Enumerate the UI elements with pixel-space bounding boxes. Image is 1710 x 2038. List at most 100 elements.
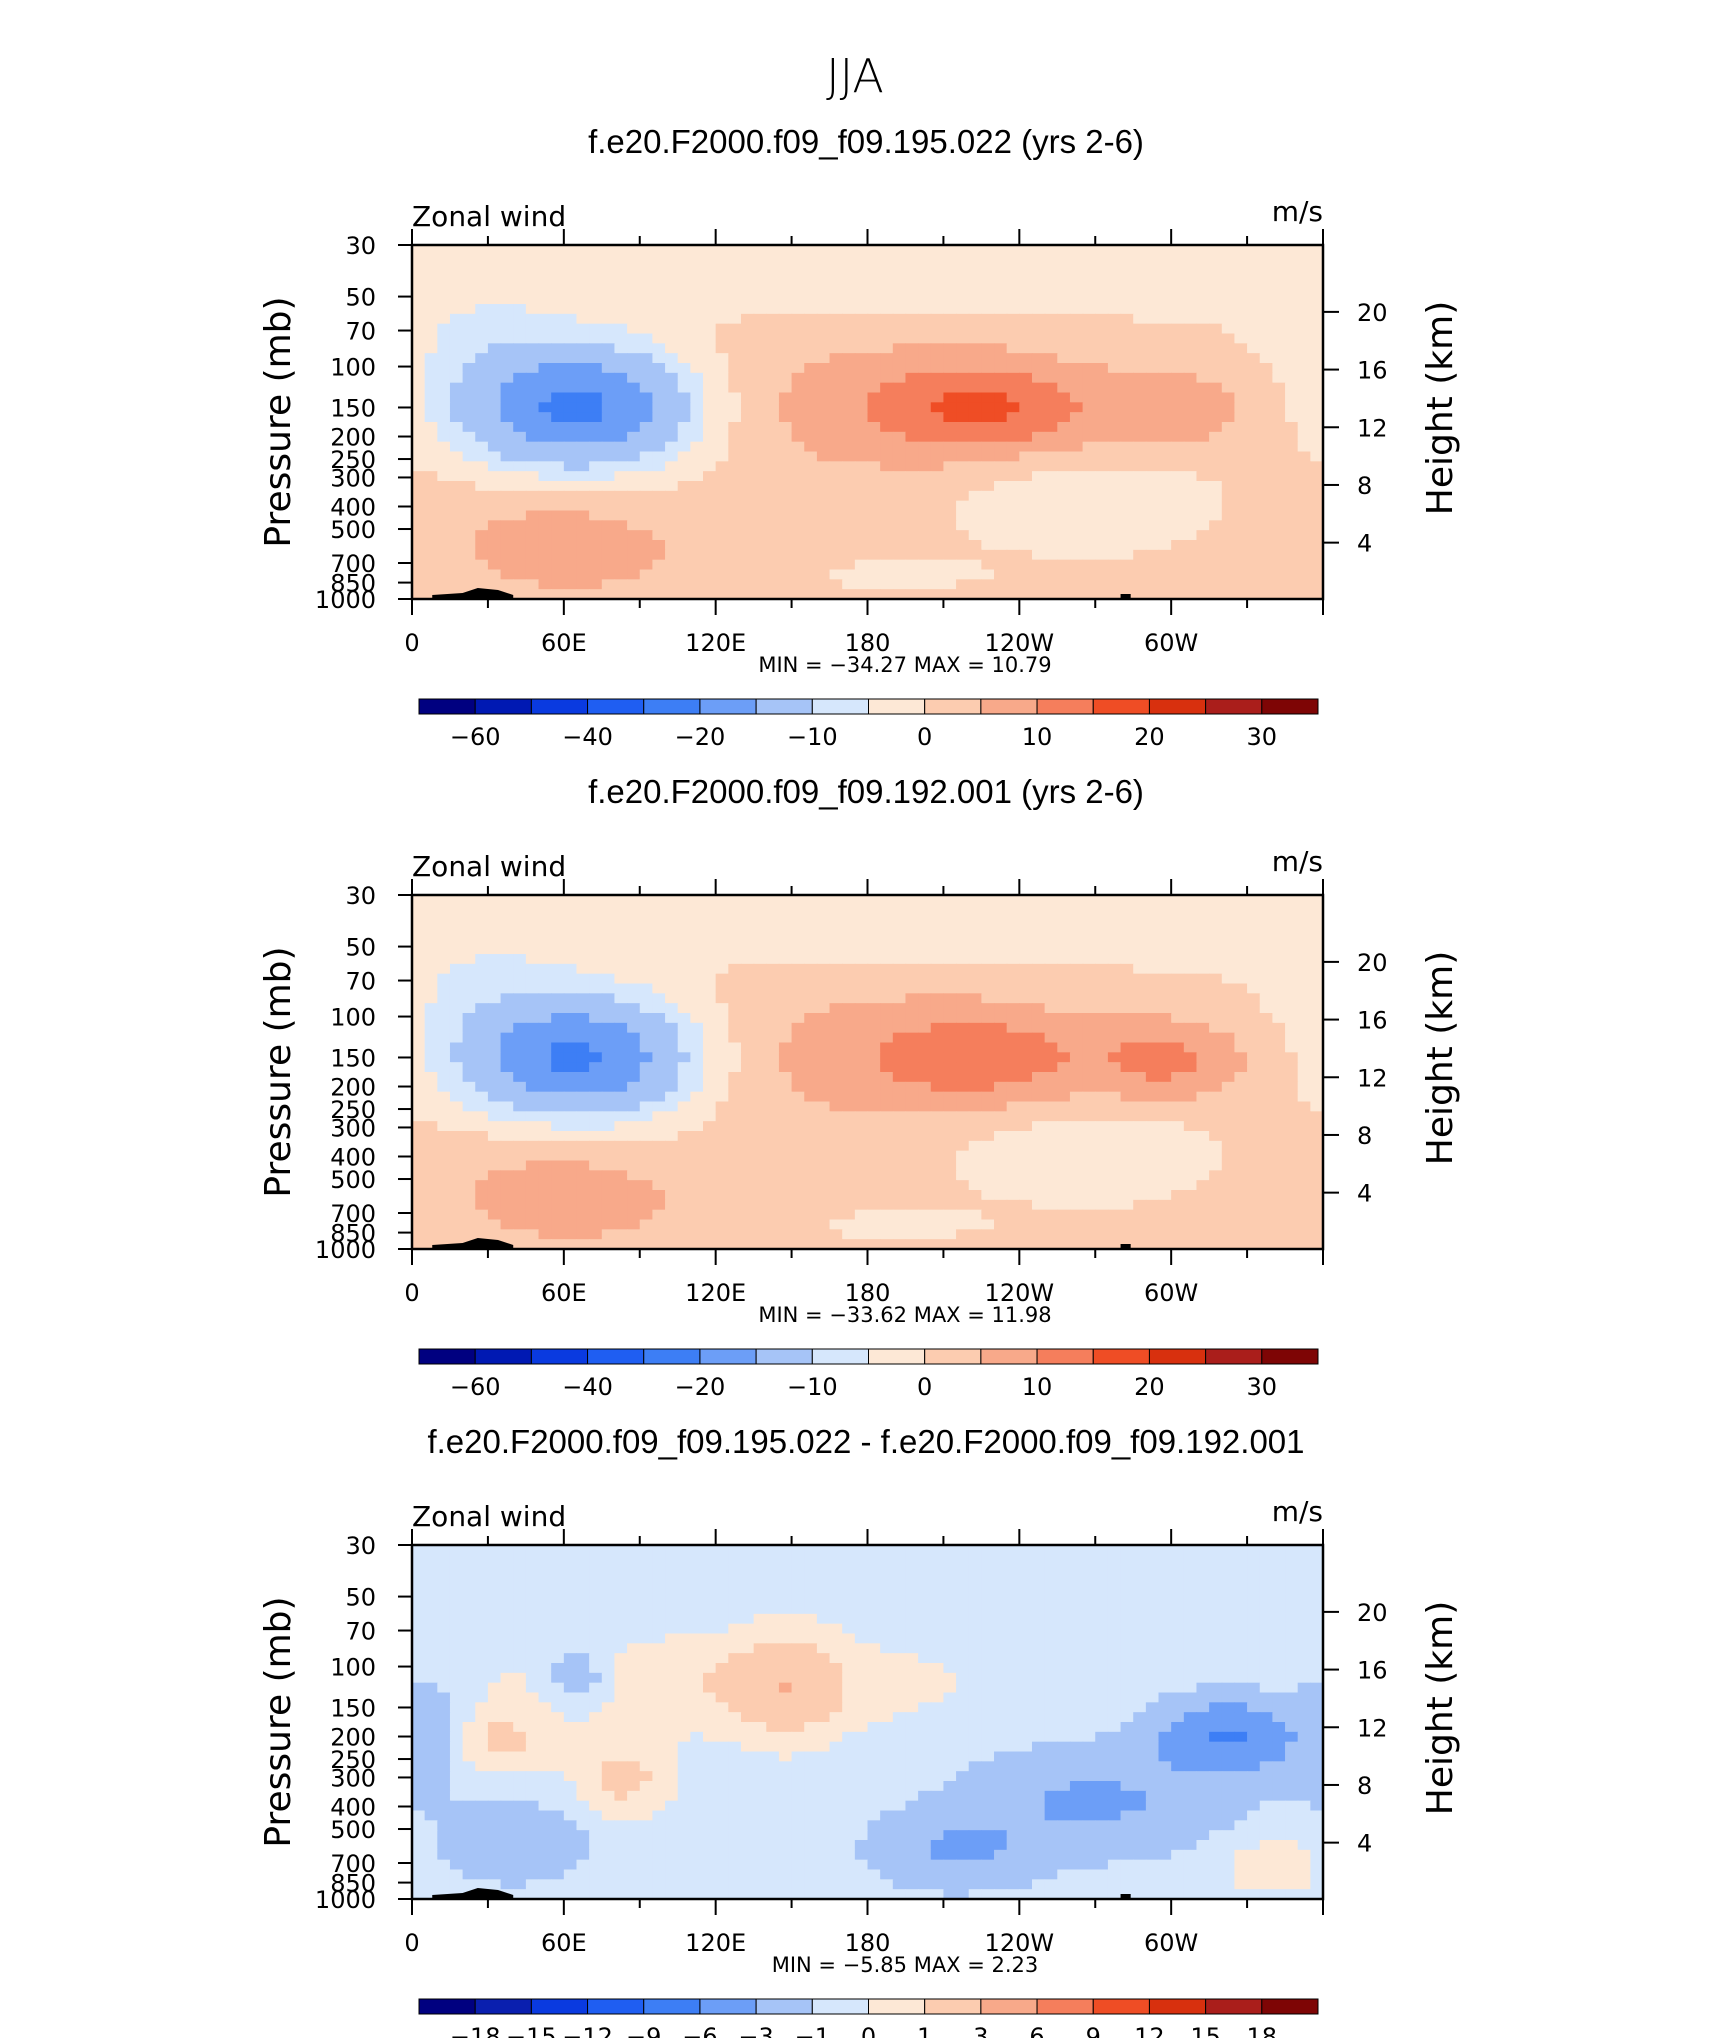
field-cell bbox=[1234, 934, 1248, 945]
field-cell bbox=[1183, 333, 1198, 344]
field-cell bbox=[576, 431, 590, 443]
field-cell bbox=[1310, 993, 1324, 1004]
field-cell bbox=[703, 402, 717, 413]
field-cell bbox=[525, 274, 540, 285]
field-cell bbox=[589, 353, 603, 364]
field-cell bbox=[424, 1199, 438, 1211]
field-cell bbox=[1069, 934, 1084, 945]
field-cell bbox=[994, 431, 1008, 443]
field-cell bbox=[525, 284, 540, 295]
field-cell bbox=[462, 549, 476, 561]
field-cell bbox=[1196, 382, 1210, 394]
field-cell bbox=[1259, 549, 1273, 561]
field-cell bbox=[1069, 1062, 1084, 1073]
field-cell bbox=[968, 1072, 982, 1083]
field-cell bbox=[424, 245, 438, 256]
field-cell bbox=[1019, 392, 1033, 403]
field-cell bbox=[576, 1013, 590, 1024]
field-cell bbox=[703, 245, 717, 256]
field-cell bbox=[1082, 895, 1096, 906]
field-cell bbox=[703, 392, 717, 403]
field-cell bbox=[525, 914, 540, 926]
field-cell bbox=[589, 392, 603, 403]
field-cell bbox=[1221, 500, 1236, 512]
field-cell bbox=[525, 1180, 540, 1191]
field-cell bbox=[854, 914, 869, 926]
field-cell bbox=[1297, 323, 1311, 335]
field-cell bbox=[1234, 1052, 1248, 1063]
field-cell bbox=[437, 1180, 451, 1191]
field-cell bbox=[804, 451, 818, 462]
field-cell bbox=[930, 382, 945, 394]
field-cell bbox=[829, 1042, 843, 1053]
field-cell bbox=[1006, 412, 1020, 423]
field-cell bbox=[728, 1022, 742, 1034]
field-cell bbox=[930, 963, 945, 975]
field-cell bbox=[816, 254, 831, 266]
field-cell bbox=[652, 520, 666, 531]
field-cell bbox=[665, 1121, 679, 1132]
colorbar-label: −10 bbox=[787, 723, 838, 751]
field-cell bbox=[639, 589, 653, 600]
field-cell bbox=[1310, 1013, 1324, 1024]
field-cell bbox=[880, 422, 894, 433]
field-cell bbox=[437, 461, 451, 472]
field-cell bbox=[753, 431, 767, 443]
field-cell bbox=[614, 1170, 628, 1181]
field-cell bbox=[1259, 963, 1273, 975]
field-cell bbox=[854, 372, 869, 384]
field-cell bbox=[500, 313, 514, 325]
field-cell bbox=[1310, 1022, 1324, 1034]
field-cell bbox=[475, 1081, 489, 1093]
field-cell bbox=[1183, 343, 1198, 354]
field-cell bbox=[576, 1121, 590, 1132]
field-cell bbox=[1082, 1190, 1096, 1201]
field-cell bbox=[487, 441, 502, 453]
field-cell bbox=[804, 490, 818, 502]
field-cell bbox=[1145, 402, 1160, 413]
field-cell bbox=[880, 530, 894, 541]
field-cell bbox=[1057, 254, 1071, 266]
field-cell bbox=[1297, 1121, 1311, 1132]
field-cell bbox=[1031, 963, 1046, 975]
field-cell bbox=[1044, 983, 1058, 994]
field-cell bbox=[804, 1032, 818, 1044]
field-cell bbox=[880, 353, 894, 364]
field-cell bbox=[753, 579, 767, 590]
field-cell bbox=[728, 1032, 742, 1044]
field-cell bbox=[424, 412, 438, 423]
field-cell bbox=[778, 392, 793, 403]
field-cell bbox=[778, 569, 793, 580]
field-cell bbox=[715, 254, 729, 266]
field-cell bbox=[1285, 973, 1299, 985]
field-cell bbox=[652, 983, 666, 994]
field-cell bbox=[943, 924, 957, 935]
field-cell bbox=[753, 530, 767, 541]
field-cell bbox=[892, 402, 907, 413]
field-cell bbox=[525, 520, 540, 531]
field-cell bbox=[1259, 245, 1273, 256]
field-cell bbox=[665, 924, 679, 935]
field-cell bbox=[412, 245, 426, 256]
field-cell bbox=[1221, 343, 1236, 354]
field-cell bbox=[525, 549, 540, 561]
field-cell bbox=[766, 1111, 780, 1122]
field-cell bbox=[1095, 973, 1109, 985]
field-cell bbox=[1006, 589, 1020, 600]
field-cell bbox=[1209, 333, 1223, 344]
field-cell bbox=[500, 579, 514, 590]
field-cell bbox=[589, 284, 603, 295]
colorbar-swatch bbox=[1092, 698, 1150, 715]
field-cell bbox=[1120, 1131, 1134, 1142]
field-cell bbox=[804, 1180, 818, 1191]
field-cell bbox=[1069, 304, 1084, 315]
field-cell bbox=[956, 914, 970, 926]
field-cell bbox=[1107, 1072, 1122, 1083]
field-cell bbox=[740, 944, 755, 955]
field-cell bbox=[1209, 549, 1223, 561]
field-cell bbox=[918, 1170, 932, 1181]
field-cell bbox=[1145, 254, 1160, 266]
colorbar-swatch bbox=[811, 698, 869, 715]
field-cell bbox=[639, 294, 653, 305]
field-cell bbox=[1120, 451, 1134, 462]
